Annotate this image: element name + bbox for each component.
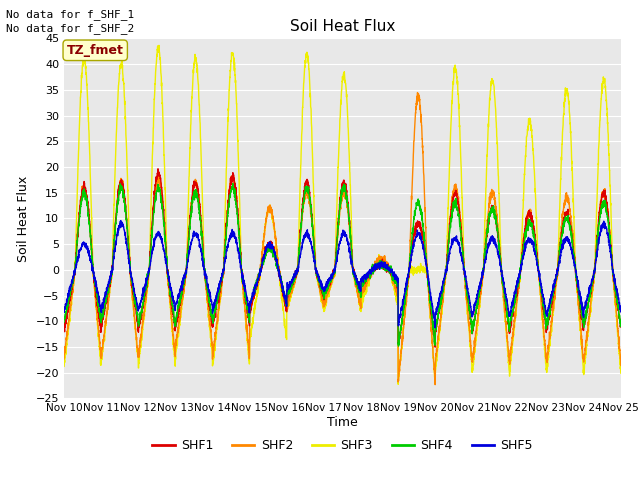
Text: No data for f_SHF_2: No data for f_SHF_2 <box>6 23 134 34</box>
Y-axis label: Soil Heat Flux: Soil Heat Flux <box>17 175 30 262</box>
Legend: SHF1, SHF2, SHF3, SHF4, SHF5: SHF1, SHF2, SHF3, SHF4, SHF5 <box>147 434 538 457</box>
Title: Soil Heat Flux: Soil Heat Flux <box>290 20 395 35</box>
X-axis label: Time: Time <box>327 416 358 429</box>
Text: No data for f_SHF_1: No data for f_SHF_1 <box>6 9 134 20</box>
Text: TZ_fmet: TZ_fmet <box>67 44 124 57</box>
